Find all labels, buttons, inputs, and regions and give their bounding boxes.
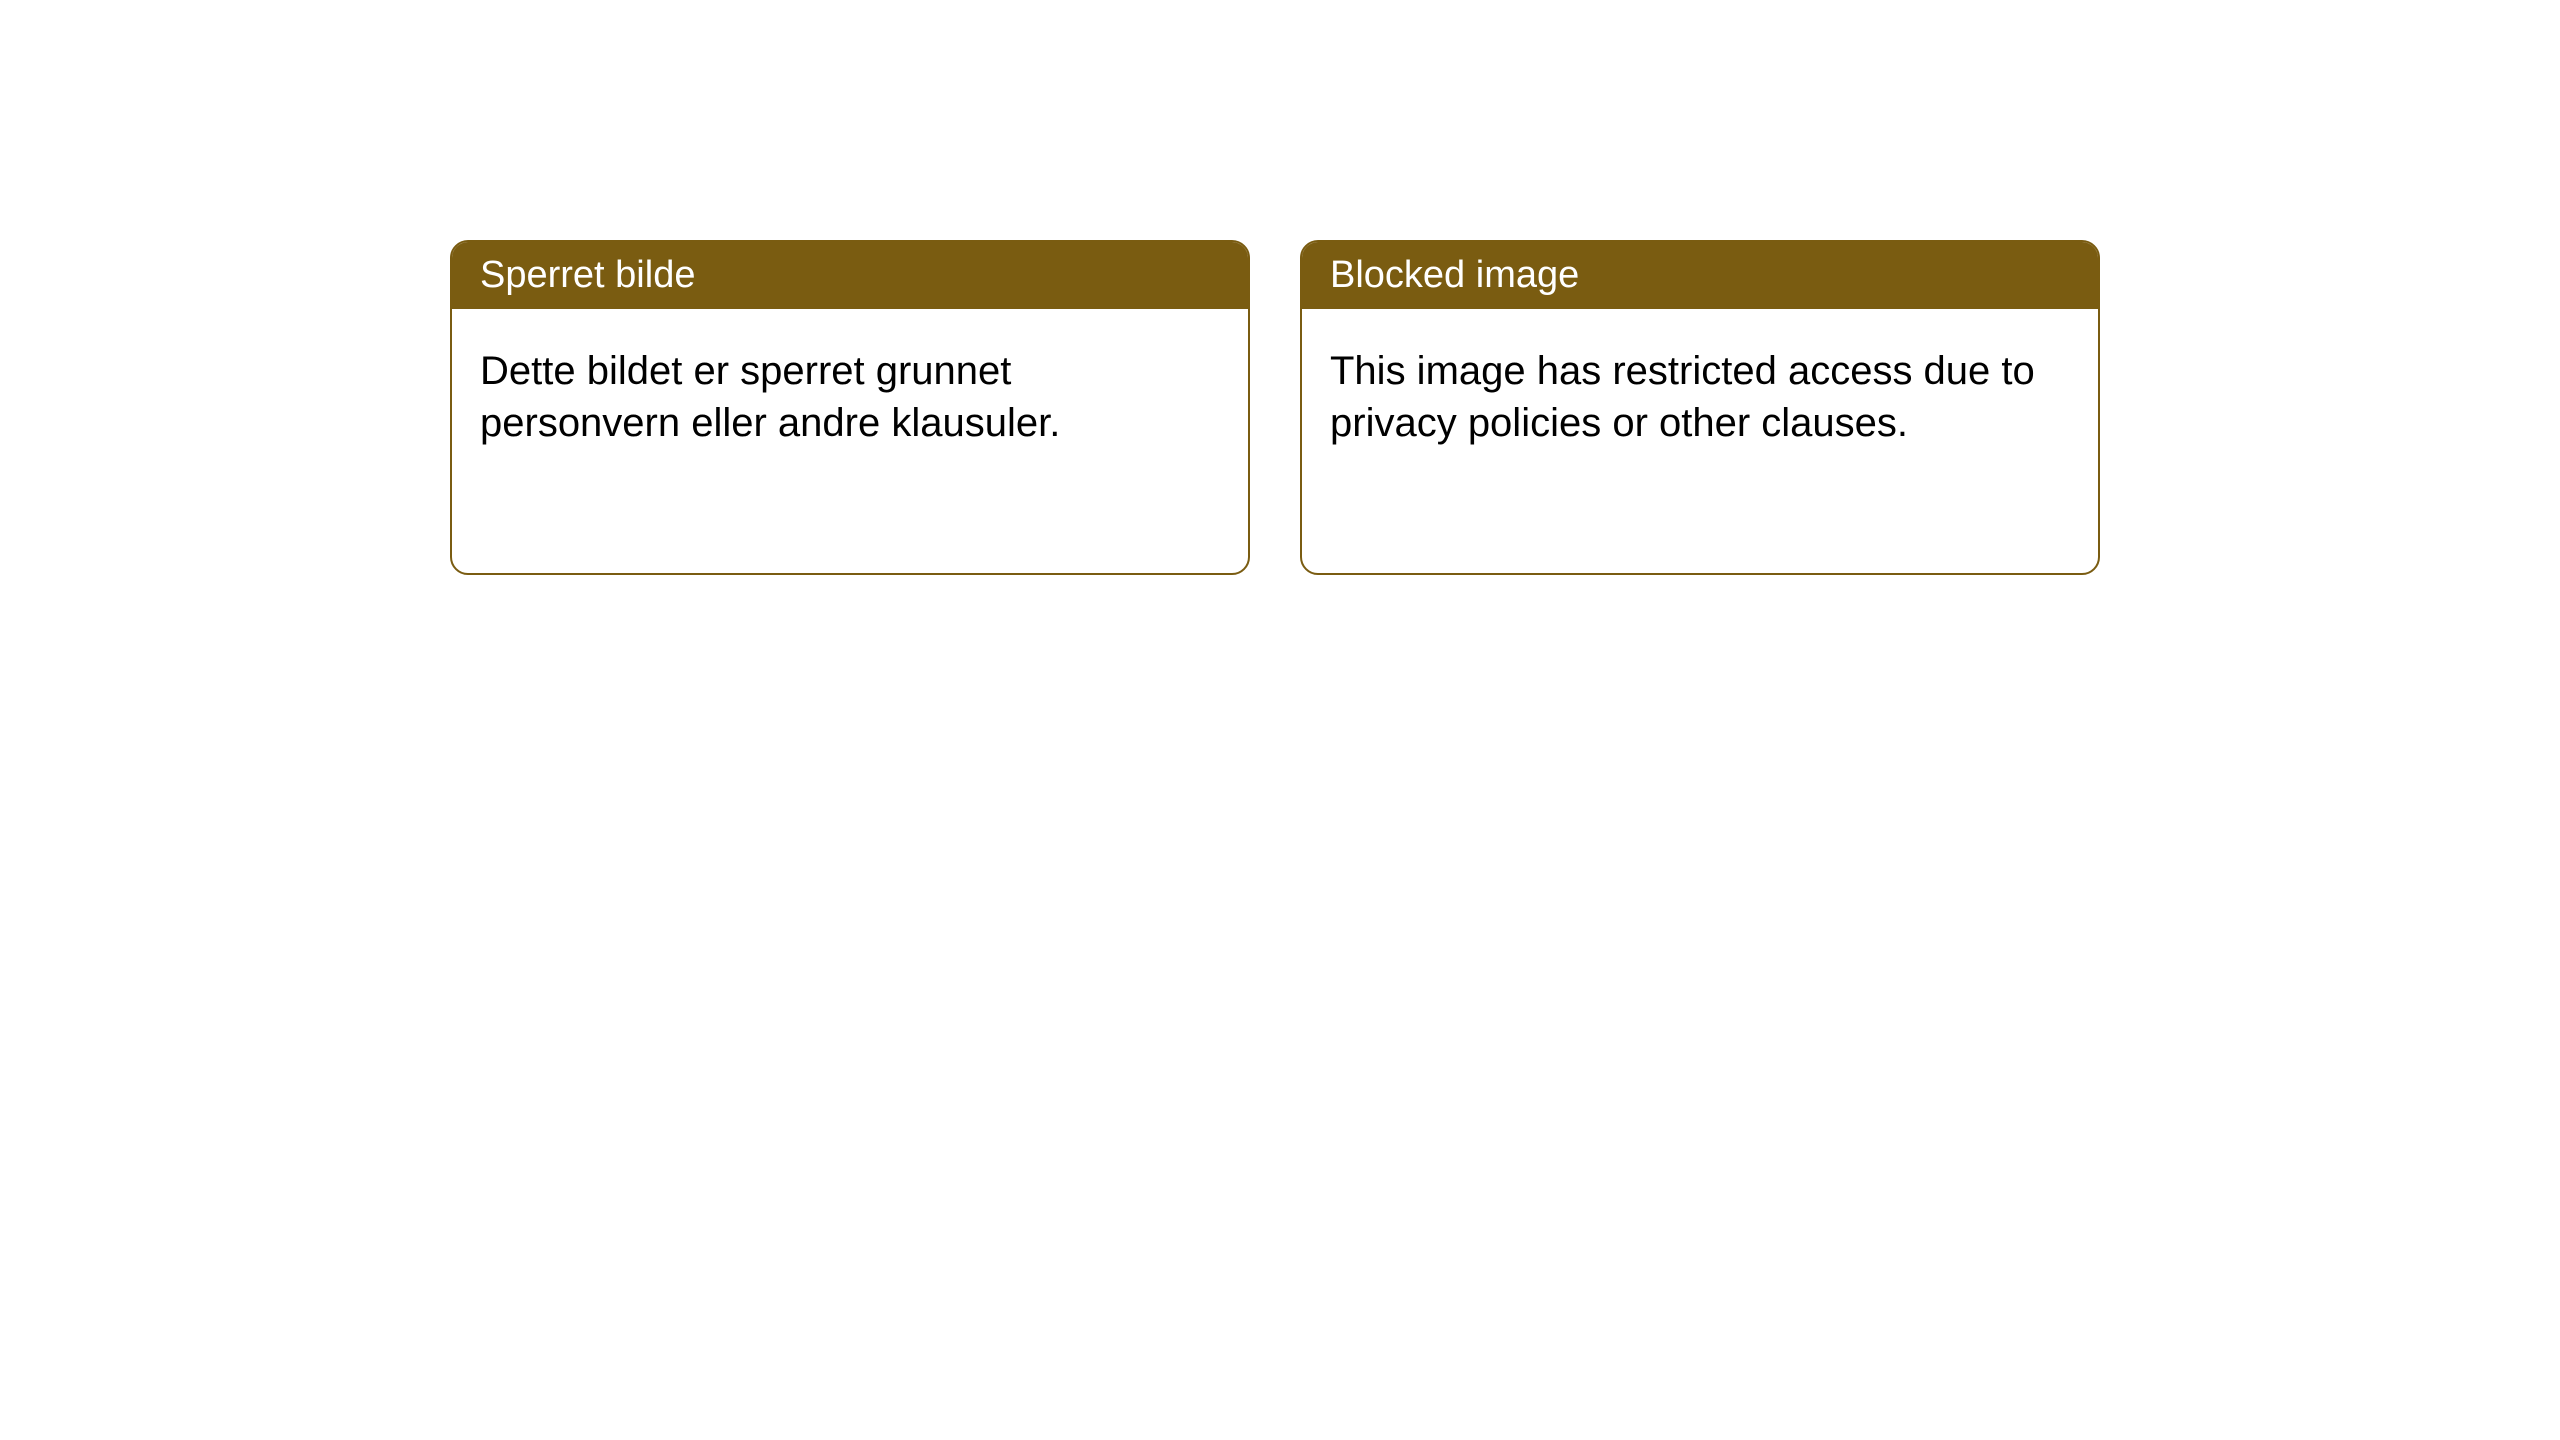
- notice-header-english: Blocked image: [1302, 242, 2098, 309]
- notice-card-english: Blocked image This image has restricted …: [1300, 240, 2100, 575]
- notice-container: Sperret bilde Dette bildet er sperret gr…: [450, 240, 2100, 575]
- notice-body-english: This image has restricted access due to …: [1302, 309, 2098, 485]
- notice-card-norwegian: Sperret bilde Dette bildet er sperret gr…: [450, 240, 1250, 575]
- notice-body-norwegian: Dette bildet er sperret grunnet personve…: [452, 309, 1248, 485]
- notice-header-norwegian: Sperret bilde: [452, 242, 1248, 309]
